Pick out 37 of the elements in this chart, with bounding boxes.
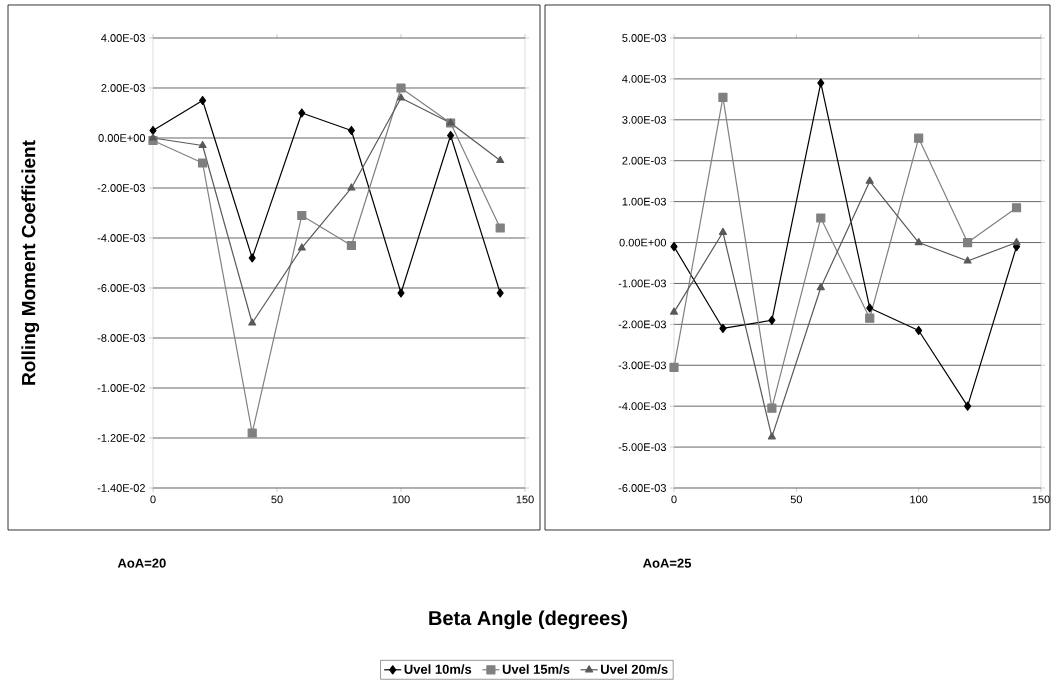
y-axis-title: Rolling Moment Coefficient — [21, 140, 40, 385]
y-tick-label: -6.00E-03 — [97, 284, 145, 292]
x-tick-label: 100 — [392, 495, 410, 504]
x-tick-label: 50 — [271, 495, 283, 504]
y-tick-label: -1.00E-03 — [618, 279, 666, 288]
y-tick-label: 2.00E-03 — [101, 84, 145, 92]
x-tick-label: 0 — [150, 495, 156, 504]
legend-label: Uvel 20m/s — [601, 664, 668, 675]
x-tick-label: 150 — [1032, 495, 1050, 504]
x-tick-label: 50 — [790, 495, 803, 504]
x-axis-title: Beta Angle (degrees) — [429, 610, 627, 630]
y-tick-label: -2.00E-03 — [97, 184, 145, 192]
y-tick-label: 0.00E+00 — [619, 238, 667, 247]
y-tick-label: -4.00E-03 — [618, 402, 666, 411]
x-tick-label: 0 — [671, 495, 677, 504]
y-tick-label: -4.00E-03 — [97, 234, 145, 242]
y-tick-label: 3.00E-03 — [622, 115, 666, 124]
y-tick-label: 0.00E+00 — [98, 134, 146, 142]
y-tick-label: 1.00E-03 — [622, 197, 666, 206]
x-tick-label: 150 — [516, 495, 534, 504]
y-tick-label: 4.00E-03 — [622, 75, 666, 83]
y-tick-label: 5.00E-03 — [622, 34, 666, 42]
x-tick-label: 100 — [910, 495, 928, 504]
y-tick-label: -2.00E-03 — [618, 320, 666, 329]
y-tick-label: -1.20E-02 — [97, 434, 145, 442]
y-tick-label: -1.40E-02 — [97, 484, 145, 492]
y-tick-label: -8.00E-03 — [97, 334, 145, 342]
y-tick-label: -3.00E-03 — [618, 361, 666, 370]
text: AoA=20 — [117, 558, 166, 568]
text: AoA=25 — [643, 558, 692, 568]
y-tick-label: 2.00E-03 — [622, 156, 666, 165]
legend-label: Uvel 15m/s — [502, 664, 570, 675]
legend-label: Uvel 10m/s — [404, 664, 472, 675]
y-tick-label: -5.00E-03 — [618, 443, 666, 451]
y-tick-label: 4.00E-03 — [101, 34, 145, 42]
y-tick-label: -1.00E-02 — [97, 384, 145, 392]
y-tick-label: -6.00E-03 — [618, 484, 666, 492]
